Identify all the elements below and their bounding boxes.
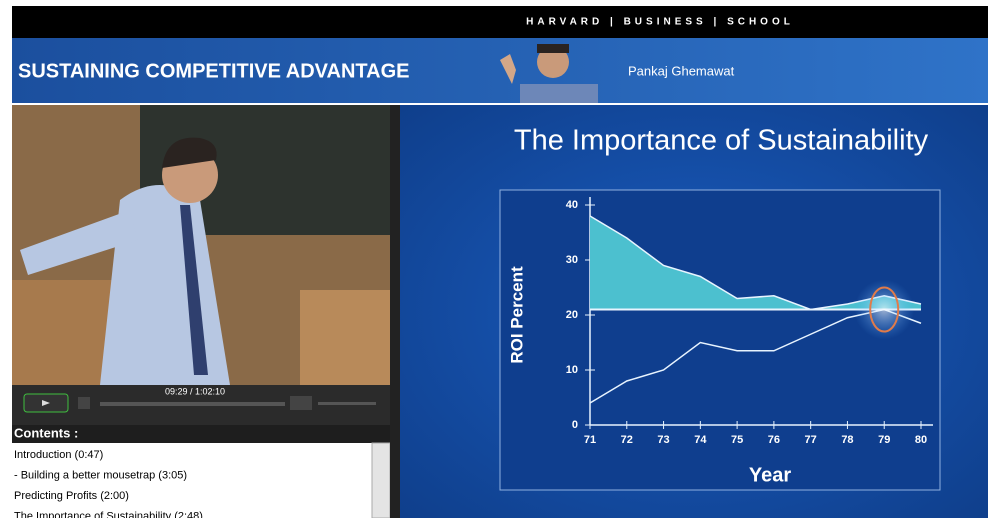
player-time: 09:29 / 1:02:10	[165, 386, 225, 396]
top-bar	[12, 6, 988, 38]
screen: HARVARD | BUSINESS | SCHOOL SUSTAINING C…	[0, 0, 988, 518]
x-tick-label: 73	[657, 434, 669, 446]
page: HARVARD | BUSINESS | SCHOOL SUSTAINING C…	[0, 0, 988, 518]
scrollbar[interactable]	[372, 443, 390, 518]
x-tick-label: 76	[768, 434, 780, 446]
chart-frame	[500, 190, 940, 490]
progress-bar[interactable]	[100, 402, 285, 406]
divider	[390, 105, 400, 518]
contents-item[interactable]: - Building a better mousetrap (3:05)	[14, 469, 187, 481]
x-tick-label: 71	[584, 434, 596, 446]
y-tick-label: 20	[566, 309, 578, 321]
contents-item[interactable]: Introduction (0:47)	[14, 449, 103, 461]
presenter-name: Pankaj Ghemawat	[628, 63, 735, 78]
stop-button[interactable]	[78, 397, 90, 409]
x-axis-title: Year	[749, 464, 791, 486]
volume-button[interactable]	[290, 396, 312, 410]
y-tick-label: 10	[566, 364, 578, 376]
contents-item[interactable]: The Importance of Sustainability (2:48)	[14, 510, 203, 518]
x-tick-label: 80	[915, 434, 927, 446]
contents-heading: Contents :	[14, 425, 78, 440]
contents-item[interactable]: Predicting Profits (2:00)	[14, 490, 129, 502]
x-tick-label: 77	[805, 434, 817, 446]
institution: HARVARD | BUSINESS | SCHOOL	[526, 17, 794, 28]
y-axis-title: ROI Percent	[507, 266, 526, 364]
volume-slider[interactable]	[318, 402, 376, 405]
y-tick-label: 0	[572, 419, 578, 431]
slide-title: The Importance of Sustainability	[514, 125, 929, 157]
video	[12, 105, 390, 385]
course-title: SUSTAINING COMPETITIVE ADVANTAGE	[18, 60, 410, 82]
y-tick-label: 30	[566, 254, 578, 266]
x-tick-label: 72	[621, 434, 633, 446]
y-tick-label: 40	[566, 199, 578, 211]
x-tick-label: 74	[694, 434, 707, 446]
x-tick-label: 78	[841, 434, 853, 446]
x-tick-label: 79	[878, 434, 890, 446]
x-tick-label: 75	[731, 434, 743, 446]
